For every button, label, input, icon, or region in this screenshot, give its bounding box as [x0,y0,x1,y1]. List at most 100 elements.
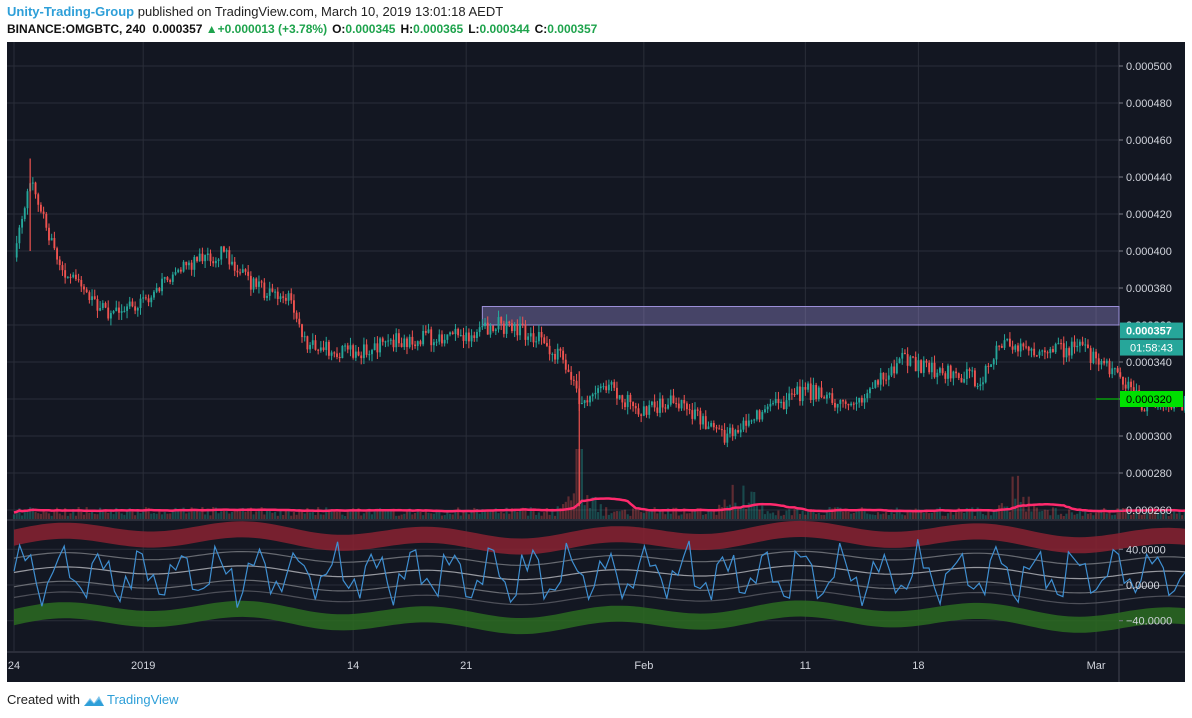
candle-body [177,269,180,273]
candle [820,381,823,399]
candle [990,363,993,368]
candle [1033,342,1036,358]
volume-bar [1089,512,1092,519]
volume-bar [276,515,279,519]
tradingview-brand-link[interactable]: TradingView [106,692,179,707]
publish-info: Unity-Trading-Group published on Trading… [7,4,503,19]
volume-bar [1092,515,1095,519]
symbol-name[interactable]: BINANCE:OMGBTC, 240 [7,22,146,36]
candle [782,395,785,410]
candle [443,334,446,347]
volume-bar [12,514,16,519]
candle [519,316,521,340]
volume-bar [370,514,374,519]
candle-body [879,372,882,385]
candle [225,248,228,259]
candle [834,398,836,412]
candle [397,329,400,347]
candle [702,413,705,429]
candle-body [292,300,295,313]
candle-body [266,295,268,298]
candle-body [109,313,112,319]
volume-bar [430,513,433,519]
candle [642,400,645,417]
chart-area[interactable]: 0.000260 0.000280 0.000300 0.000320 0.000340… [7,42,1185,682]
volume-bar [1113,514,1116,519]
candle-body [274,291,277,293]
candle-body [26,191,29,209]
candle-body [206,253,209,255]
candle-body [301,324,303,338]
candle-body [1130,381,1132,388]
volume-bar [995,509,998,519]
volume-bar [201,507,204,519]
volume-bar [352,508,355,519]
candle [354,345,357,362]
up-arrow-icon: ▲ [205,22,218,36]
candle [1052,345,1054,353]
volume-bar [887,515,890,519]
candle-body [1017,345,1019,352]
candle-body [96,299,99,311]
candle-body [349,345,352,350]
candle-body [50,238,53,241]
candle [535,336,538,348]
candle [287,290,290,306]
candle [368,350,371,361]
volume-bar [150,513,153,519]
candle-body [330,352,333,356]
volume-bar [481,509,484,519]
candle-body [903,352,906,355]
candle [201,247,204,265]
last-price: 0.000357 [152,22,203,36]
candle [438,329,441,345]
publisher-link[interactable]: Unity-Trading-Group [7,4,135,19]
candle [567,364,570,373]
candle [115,300,118,312]
candle-body [863,398,866,403]
candle [427,323,430,334]
candle [449,331,451,337]
volume-bar [1094,512,1098,519]
volume-bar [333,511,336,519]
volume-bar [720,507,723,519]
candle [91,289,94,306]
candle-body [430,329,433,346]
candle [416,340,419,351]
candle [877,378,879,388]
candle-body [556,348,559,360]
candle-body [1035,355,1038,357]
candle [860,395,863,406]
candle [758,409,761,423]
candle-body [220,246,223,260]
volume-bar [225,511,228,519]
candle-body [387,340,390,342]
candle-body [85,289,88,293]
candle [158,286,161,293]
candle [729,423,731,438]
volume-bar [640,512,643,519]
volume-bar [817,512,820,519]
candle [223,245,225,253]
candle [1019,338,1022,357]
candle [637,403,640,417]
volume-bar [828,507,831,519]
candle [882,372,885,387]
chart-canvas[interactable]: 0.000260 0.000280 0.000300 0.000320 0.000340… [7,42,1185,682]
candle-body [153,291,155,298]
candle [1008,332,1011,348]
candle-body [247,271,250,276]
candle [742,417,745,433]
volume-bar [588,507,592,519]
candle-body [852,403,855,405]
candle [575,373,578,393]
volume-bar [629,515,632,519]
candle [704,410,707,430]
candle [895,356,898,375]
candle [249,271,252,296]
candle [971,366,974,378]
candle-body [91,296,94,301]
candle-body [107,307,110,319]
candle-body [965,369,968,379]
time-axis-label: 21 [460,660,472,672]
